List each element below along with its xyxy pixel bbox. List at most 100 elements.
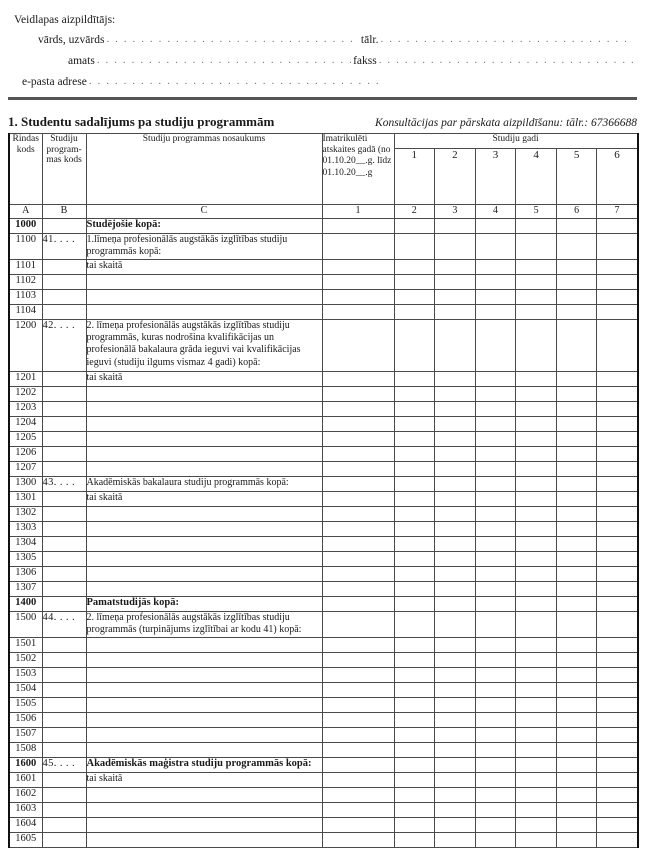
study-year-1-value-cell[interactable] (393, 697, 436, 713)
program-code-cell[interactable] (41, 682, 87, 698)
study-year-1-value-cell[interactable] (393, 431, 436, 447)
matriculated-value-cell[interactable] (321, 431, 395, 447)
study-year-5-value-cell[interactable] (555, 787, 598, 803)
study-year-2-value-cell[interactable] (434, 476, 476, 492)
study-year-2-value-cell[interactable] (434, 431, 476, 447)
matriculated-value-cell[interactable] (321, 476, 395, 492)
program-name-cell[interactable]: Akadēmiskās maģistra studiju programmās … (85, 757, 323, 773)
study-year-5-value-cell[interactable] (555, 727, 598, 743)
program-code-cell[interactable] (41, 386, 87, 402)
matriculated-value-cell[interactable] (321, 218, 395, 234)
study-year-4-value-cell[interactable] (515, 536, 557, 552)
study-year-2-value-cell[interactable] (434, 319, 476, 372)
study-year-1-value-cell[interactable] (393, 476, 436, 492)
matriculated-value-cell[interactable] (321, 491, 395, 507)
study-year-6-value-cell[interactable] (596, 304, 639, 320)
study-year-3-value-cell[interactable] (474, 787, 517, 803)
program-name-cell[interactable]: tai skaitā (85, 259, 323, 275)
study-year-3-value-cell[interactable] (474, 652, 517, 668)
program-name-cell[interactable]: 2. līmeņa profesionālās augstākās izglīt… (85, 611, 323, 638)
matriculated-value-cell[interactable] (321, 446, 395, 462)
study-year-4-value-cell[interactable] (515, 652, 557, 668)
program-code-cell[interactable] (41, 218, 87, 234)
study-year-2-value-cell[interactable] (434, 742, 476, 758)
program-name-cell[interactable] (85, 521, 323, 537)
study-year-4-value-cell[interactable] (515, 581, 557, 597)
study-year-6-value-cell[interactable] (596, 401, 639, 417)
study-year-1-value-cell[interactable] (393, 802, 436, 818)
study-year-2-value-cell[interactable] (434, 757, 476, 773)
study-year-6-value-cell[interactable] (596, 371, 639, 387)
matriculated-value-cell[interactable] (321, 259, 395, 275)
program-code-cell[interactable] (41, 581, 87, 597)
study-year-2-value-cell[interactable] (434, 491, 476, 507)
study-year-2-value-cell[interactable] (434, 506, 476, 522)
program-name-cell[interactable] (85, 712, 323, 728)
study-year-3-value-cell[interactable] (474, 371, 517, 387)
study-year-3-value-cell[interactable] (474, 274, 517, 290)
study-year-2-value-cell[interactable] (434, 667, 476, 683)
program-code-cell[interactable] (41, 536, 87, 552)
study-year-6-value-cell[interactable] (596, 259, 639, 275)
program-code-cell[interactable] (41, 697, 87, 713)
study-year-2-value-cell[interactable] (434, 521, 476, 537)
study-year-2-value-cell[interactable] (434, 386, 476, 402)
study-year-4-value-cell[interactable] (515, 682, 557, 698)
study-year-4-value-cell[interactable] (515, 521, 557, 537)
study-year-5-value-cell[interactable] (555, 551, 598, 567)
study-year-3-value-cell[interactable] (474, 682, 517, 698)
study-year-6-value-cell[interactable] (596, 233, 639, 260)
program-code-cell[interactable] (41, 304, 87, 320)
study-year-6-value-cell[interactable] (596, 461, 639, 477)
study-year-6-value-cell[interactable] (596, 817, 639, 833)
study-year-5-value-cell[interactable] (555, 802, 598, 818)
study-year-3-value-cell[interactable] (474, 611, 517, 638)
program-name-cell[interactable] (85, 401, 323, 417)
program-name-cell[interactable] (85, 289, 323, 305)
study-year-3-value-cell[interactable] (474, 817, 517, 833)
study-year-6-value-cell[interactable] (596, 787, 639, 803)
study-year-6-value-cell[interactable] (596, 521, 639, 537)
study-year-5-value-cell[interactable] (555, 491, 598, 507)
study-year-3-value-cell[interactable] (474, 596, 517, 612)
study-year-3-value-cell[interactable] (474, 233, 517, 260)
matriculated-value-cell[interactable] (321, 461, 395, 477)
study-year-5-value-cell[interactable] (555, 386, 598, 402)
study-year-3-value-cell[interactable] (474, 742, 517, 758)
study-year-5-value-cell[interactable] (555, 682, 598, 698)
program-code-cell[interactable] (41, 521, 87, 537)
study-year-5-value-cell[interactable] (555, 506, 598, 522)
study-year-4-value-cell[interactable] (515, 386, 557, 402)
study-year-1-value-cell[interactable] (393, 817, 436, 833)
study-year-5-value-cell[interactable] (555, 536, 598, 552)
study-year-4-value-cell[interactable] (515, 304, 557, 320)
study-year-2-value-cell[interactable] (434, 371, 476, 387)
study-year-2-value-cell[interactable] (434, 218, 476, 234)
matriculated-value-cell[interactable] (321, 416, 395, 432)
dotted-fill-phone[interactable]: . . . . . . . . . . . . . . . . . . . . … (380, 33, 633, 45)
study-year-6-value-cell[interactable] (596, 218, 639, 234)
study-year-1-value-cell[interactable] (393, 371, 436, 387)
study-year-6-value-cell[interactable] (596, 289, 639, 305)
study-year-3-value-cell[interactable] (474, 218, 517, 234)
study-year-1-value-cell[interactable] (393, 682, 436, 698)
study-year-5-value-cell[interactable] (555, 401, 598, 417)
matriculated-value-cell[interactable] (321, 304, 395, 320)
study-year-4-value-cell[interactable] (515, 491, 557, 507)
study-year-1-value-cell[interactable] (393, 581, 436, 597)
matriculated-value-cell[interactable] (321, 274, 395, 290)
program-name-cell[interactable] (85, 274, 323, 290)
study-year-6-value-cell[interactable] (596, 274, 639, 290)
program-name-cell[interactable] (85, 581, 323, 597)
study-year-3-value-cell[interactable] (474, 581, 517, 597)
study-year-1-value-cell[interactable] (393, 596, 436, 612)
study-year-1-value-cell[interactable] (393, 461, 436, 477)
study-year-6-value-cell[interactable] (596, 491, 639, 507)
study-year-4-value-cell[interactable] (515, 259, 557, 275)
matriculated-value-cell[interactable] (321, 637, 395, 653)
study-year-5-value-cell[interactable] (555, 233, 598, 260)
study-year-1-value-cell[interactable] (393, 727, 436, 743)
study-year-2-value-cell[interactable] (434, 712, 476, 728)
study-year-5-value-cell[interactable] (555, 461, 598, 477)
matriculated-value-cell[interactable] (321, 802, 395, 818)
